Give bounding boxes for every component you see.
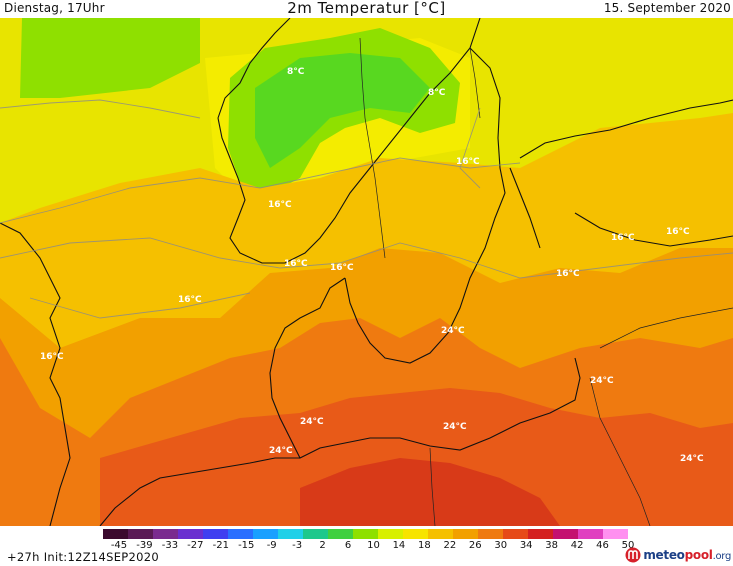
header-bar: Dienstag, 17Uhr 2m Temperatur [°C] 15. S… bbox=[0, 0, 733, 18]
temp-label: 16°C bbox=[178, 295, 202, 305]
color-scale-segment bbox=[603, 529, 628, 539]
temp-label: 16°C bbox=[456, 157, 480, 167]
temp-label: 16°C bbox=[284, 259, 308, 269]
color-scale-tick: 46 bbox=[596, 540, 609, 551]
color-scale-bar bbox=[103, 529, 628, 539]
temperature-labels: 8°C 8°C 16°C 16°C 16°C 16°C 16°C 16°C 16… bbox=[40, 67, 704, 464]
color-scale-tick: 26 bbox=[468, 540, 482, 551]
zone-hot bbox=[300, 458, 560, 526]
temp-label: 16°C bbox=[268, 200, 292, 210]
color-scale-tick: -45 bbox=[110, 540, 128, 551]
color-scale-tick: -3 bbox=[292, 540, 303, 551]
color-scale-segment bbox=[353, 529, 379, 539]
brand-name: meteopool.org bbox=[643, 548, 731, 562]
color-scale-segment bbox=[453, 529, 479, 539]
color-scale-segment bbox=[278, 529, 304, 539]
color-scale-segment bbox=[578, 529, 604, 539]
coastlines bbox=[0, 18, 733, 526]
color-scale-segment bbox=[503, 529, 529, 539]
temperature-map: 8°C 8°C 16°C 16°C 16°C 16°C 16°C 16°C 16… bbox=[0, 18, 733, 526]
color-scale-segment bbox=[228, 529, 254, 539]
temp-label: 24°C bbox=[443, 422, 467, 432]
color-scale-segment bbox=[428, 529, 454, 539]
color-scale-segment bbox=[178, 529, 204, 539]
temp-label: 8°C bbox=[428, 88, 446, 98]
temp-label: 16°C bbox=[40, 352, 64, 362]
color-scale-segment bbox=[478, 529, 504, 539]
meteopool-logo-icon bbox=[625, 547, 641, 563]
color-scale-segment bbox=[403, 529, 429, 539]
color-scale-tick: -21 bbox=[212, 540, 229, 551]
color-scale-segment bbox=[378, 529, 404, 539]
temp-label: 16°C bbox=[666, 227, 690, 237]
borders bbox=[359, 37, 733, 526]
temp-label: 16°C bbox=[611, 233, 635, 243]
color-scale-tick: 22 bbox=[443, 540, 457, 551]
color-scale-segment bbox=[103, 529, 129, 539]
temp-label: 24°C bbox=[441, 326, 465, 336]
color-scale-tick: 42 bbox=[570, 540, 584, 551]
zone-red-orange bbox=[100, 388, 733, 526]
zone-green-west bbox=[20, 18, 200, 98]
color-scale-tick: -33 bbox=[161, 540, 179, 551]
color-scale-segment bbox=[128, 529, 154, 539]
map-title: 2m Temperatur [°C] bbox=[287, 0, 446, 17]
color-scale-tick: -9 bbox=[266, 540, 277, 551]
color-scale-segment bbox=[328, 529, 354, 539]
color-scale-tick: 38 bbox=[545, 540, 559, 551]
color-scale-segment bbox=[153, 529, 179, 539]
forecast-time: Dienstag, 17Uhr bbox=[4, 1, 105, 15]
color-scale-segment bbox=[553, 529, 579, 539]
color-scale-tick: -27 bbox=[187, 540, 204, 551]
temp-label: 24°C bbox=[269, 446, 293, 456]
color-scale-labels: -45 -39 -33 -27 -21 -15 -9 -3 2 6 10 14 18 22 26 30 34 38… bbox=[0, 540, 733, 554]
forecast-date: 15. September 2020 bbox=[603, 1, 731, 15]
color-scale-tick: -39 bbox=[136, 540, 153, 551]
temp-label: 8°C bbox=[287, 67, 305, 77]
brand-logo[interactable]: meteopool.org bbox=[625, 546, 731, 564]
color-scale-tick: 6 bbox=[344, 540, 352, 551]
color-scale-tick: 30 bbox=[494, 540, 508, 551]
temp-label: 24°C bbox=[590, 376, 614, 386]
color-scale-tick: 18 bbox=[418, 540, 431, 551]
temp-label: 24°C bbox=[680, 454, 704, 464]
zone-green-core bbox=[255, 53, 430, 168]
temp-label: 16°C bbox=[556, 269, 580, 279]
color-scale-tick: 2 bbox=[319, 540, 326, 551]
model-run-info: +27h Init:12Z14SEP2020 bbox=[7, 550, 159, 564]
color-scale-tick: 14 bbox=[392, 540, 406, 551]
color-scale-segment bbox=[528, 529, 554, 539]
temp-label: 16°C bbox=[330, 263, 354, 273]
color-scale-tick: -15 bbox=[238, 540, 255, 551]
temp-label: 24°C bbox=[300, 417, 324, 427]
color-scale-tick: 34 bbox=[519, 540, 533, 551]
footer: -45 -39 -33 -27 -21 -15 -9 -3 2 6 10 14 18 22 26 30 34 38… bbox=[0, 526, 733, 566]
color-scale-segment bbox=[253, 529, 279, 539]
isotherms bbox=[0, 99, 733, 319]
color-scale-segment bbox=[303, 529, 329, 539]
color-scale-tick: 10 bbox=[367, 540, 380, 551]
color-scale-tick: 50 bbox=[621, 540, 635, 551]
color-scale-segment bbox=[203, 529, 229, 539]
